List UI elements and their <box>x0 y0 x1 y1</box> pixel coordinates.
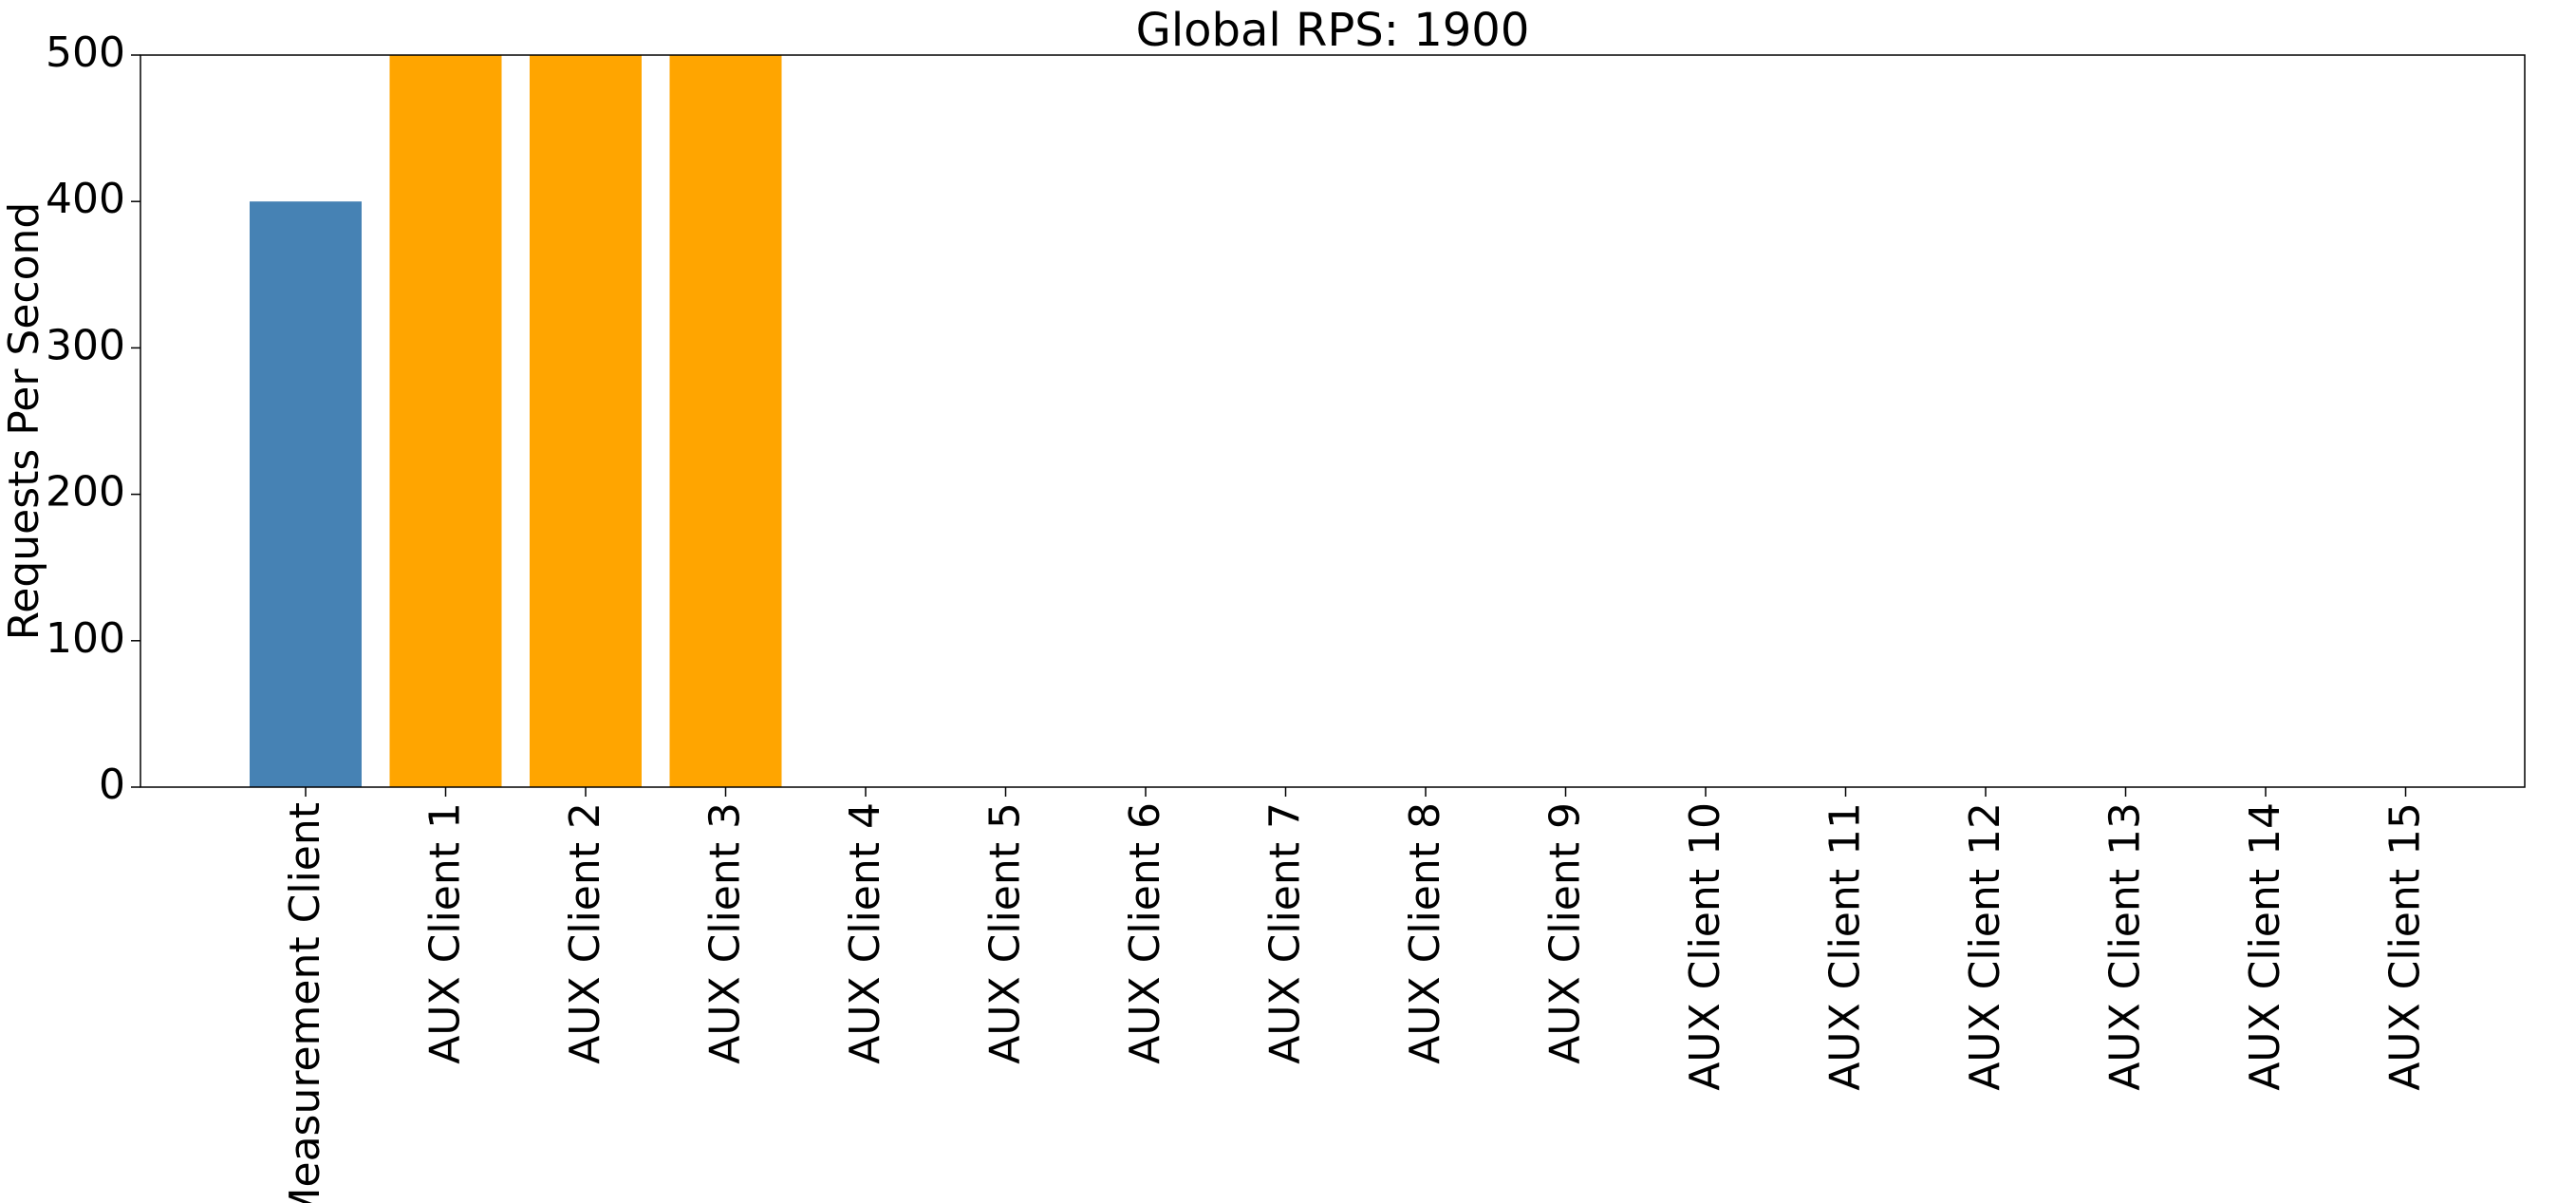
x-tick-label: AUX Client 1 <box>421 802 470 1064</box>
plot-frame <box>140 54 2526 788</box>
x-tick-label: AUX Client 9 <box>1541 802 1590 1064</box>
bar-2 <box>389 55 502 787</box>
x-tick-label: AUX Client 15 <box>2381 802 2430 1091</box>
bar-3 <box>530 55 642 787</box>
x-tick-label: Measurement Client <box>281 802 329 1203</box>
x-tick-label: AUX Client 6 <box>1121 802 1169 1064</box>
x-tick-label: AUX Client 3 <box>701 802 750 1064</box>
x-tick-label: AUX Client 4 <box>841 802 889 1064</box>
x-tick-label: AUX Client 14 <box>2241 802 2289 1091</box>
x-tick-label: AUX Client 11 <box>1821 802 1870 1091</box>
x-tick-label: AUX Client 7 <box>1261 802 1310 1064</box>
y-tick-label: 100 <box>46 614 125 663</box>
y-axis-label: Requests Per Second <box>0 202 48 641</box>
x-tick-label: AUX Client 2 <box>561 802 609 1064</box>
x-tick-label: AUX Client 8 <box>1401 802 1449 1064</box>
y-tick-label: 300 <box>46 321 125 369</box>
y-tick-label: 400 <box>46 175 125 223</box>
x-tick-label: AUX Client 5 <box>981 802 1030 1064</box>
y-tick-label: 500 <box>46 28 125 77</box>
bar-1 <box>250 201 362 787</box>
x-tick-label: AUX Client 13 <box>2101 802 2150 1091</box>
chart-title: Global RPS: 1900 <box>1136 4 1530 57</box>
plot-layer: 0 100 200 300 400 500 Measurement Client AUX Cl… <box>46 28 2526 1203</box>
y-tick-label: 200 <box>46 468 125 517</box>
y-tick-label: 0 <box>99 761 125 809</box>
x-tick-label: AUX Client 10 <box>1681 802 1729 1091</box>
x-tick-label: AUX Client 12 <box>1961 802 2009 1091</box>
bar-4 <box>669 55 782 787</box>
